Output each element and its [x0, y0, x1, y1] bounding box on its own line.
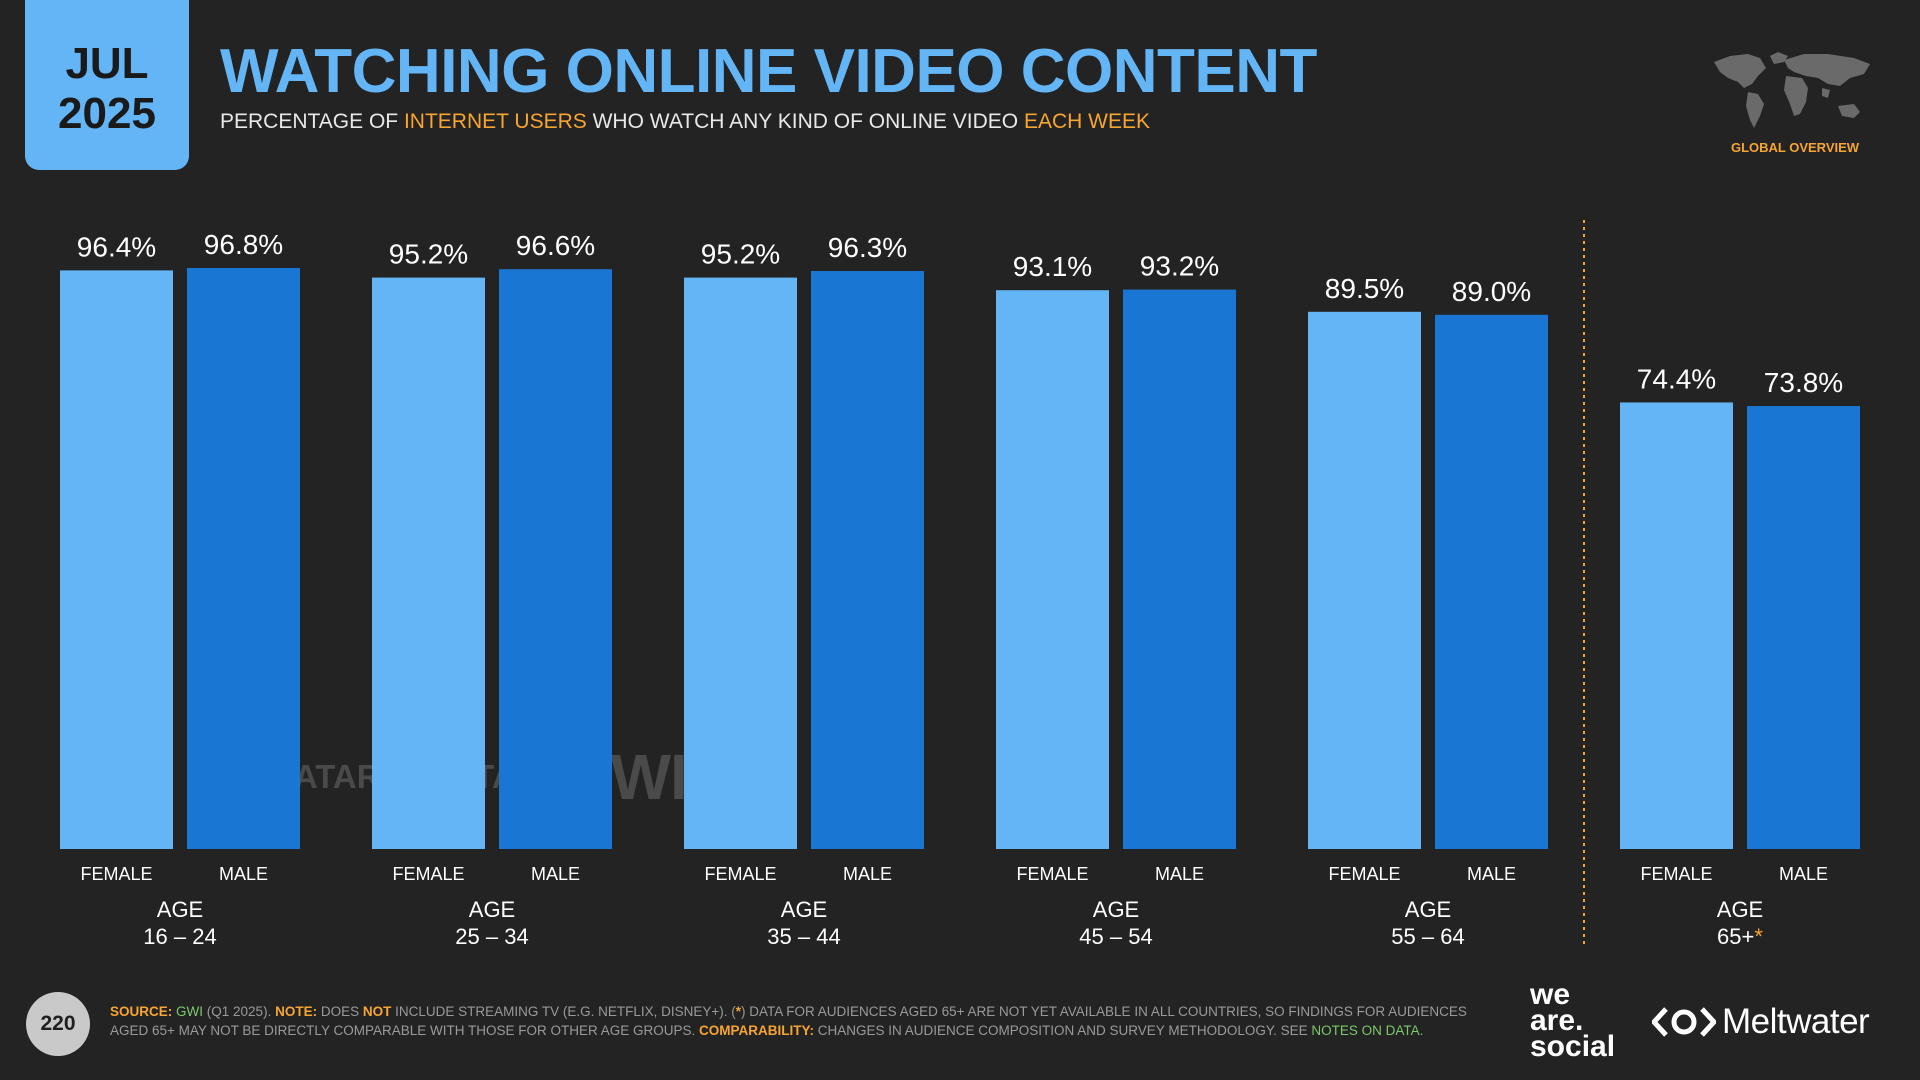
gender-label: MALE	[843, 864, 892, 884]
bar-male	[499, 269, 612, 849]
age-label: AGE	[157, 897, 203, 922]
age-label: AGE	[1717, 897, 1763, 922]
gender-label: FEMALE	[704, 864, 776, 884]
age-label: AGE	[1093, 897, 1139, 922]
badge-month: JUL	[65, 39, 149, 88]
meltwater-icon	[1652, 1007, 1716, 1037]
bar-female	[684, 277, 797, 850]
asterisk-mark: *	[1754, 924, 1763, 949]
bar-female	[996, 290, 1109, 849]
gender-label: FEMALE	[1016, 864, 1088, 884]
data-label: 93.2%	[1140, 251, 1219, 282]
data-label: 96.4%	[77, 231, 156, 262]
gender-label: MALE	[531, 864, 580, 884]
gender-label: FEMALE	[80, 864, 152, 884]
date-badge: JUL 2025	[25, 0, 189, 170]
we-are-social-logo: we are. social	[1530, 978, 1616, 1063]
data-label: 74.4%	[1637, 363, 1716, 394]
bar-female	[372, 277, 485, 850]
bar-male	[1747, 406, 1860, 849]
age-range-label: 16 – 24	[143, 924, 216, 949]
data-label: 96.8%	[204, 229, 283, 260]
gender-label: FEMALE	[392, 864, 464, 884]
badge-year: 2025	[58, 89, 156, 138]
data-label: 89.0%	[1452, 276, 1531, 307]
gender-label: FEMALE	[1640, 864, 1712, 884]
notes-on-data-link[interactable]: NOTES ON DATA	[1311, 1023, 1420, 1038]
data-label: 89.5%	[1325, 273, 1404, 304]
gender-label: MALE	[1467, 864, 1516, 884]
age-label: AGE	[781, 897, 827, 922]
gender-label: MALE	[1155, 864, 1204, 884]
bar-female	[1620, 402, 1733, 849]
world-map-icon	[1714, 52, 1870, 128]
page-subtitle: PERCENTAGE OF INTERNET USERS WHO WATCH A…	[220, 110, 1150, 133]
data-label: 96.3%	[828, 232, 907, 263]
data-label: 95.2%	[389, 239, 468, 270]
age-label: AGE	[469, 897, 515, 922]
bar-male	[1435, 314, 1548, 849]
gender-label: MALE	[219, 864, 268, 884]
age-range-label: 55 – 64	[1391, 924, 1464, 949]
data-label: 96.6%	[516, 230, 595, 261]
data-label: 95.2%	[701, 239, 780, 270]
bar-male	[1123, 289, 1236, 850]
bar-female	[1308, 311, 1421, 850]
page-number: 220	[26, 992, 90, 1056]
data-label: 73.8%	[1764, 367, 1843, 398]
age-range-label: 65+*	[1717, 924, 1763, 949]
bar-male	[187, 268, 300, 849]
bar-male	[811, 271, 924, 849]
gender-label: FEMALE	[1328, 864, 1400, 884]
data-label: 93.1%	[1013, 251, 1092, 282]
age-range-label: 25 – 34	[455, 924, 528, 949]
page-title: WATCHING ONLINE VIDEO CONTENT	[220, 37, 1317, 106]
age-range-label: 35 – 44	[767, 924, 840, 949]
age-range-label: 45 – 54	[1079, 924, 1152, 949]
meltwater-logo: Meltwater	[1652, 1002, 1870, 1042]
gender-label: MALE	[1779, 864, 1828, 884]
global-overview-label: GLOBAL OVERVIEW	[1730, 140, 1860, 155]
footer-note: SOURCE: GWI (Q1 2025). NOTE: DOES NOT IN…	[110, 1004, 1467, 1038]
age-label: AGE	[1405, 897, 1451, 922]
bar-female	[60, 270, 173, 849]
